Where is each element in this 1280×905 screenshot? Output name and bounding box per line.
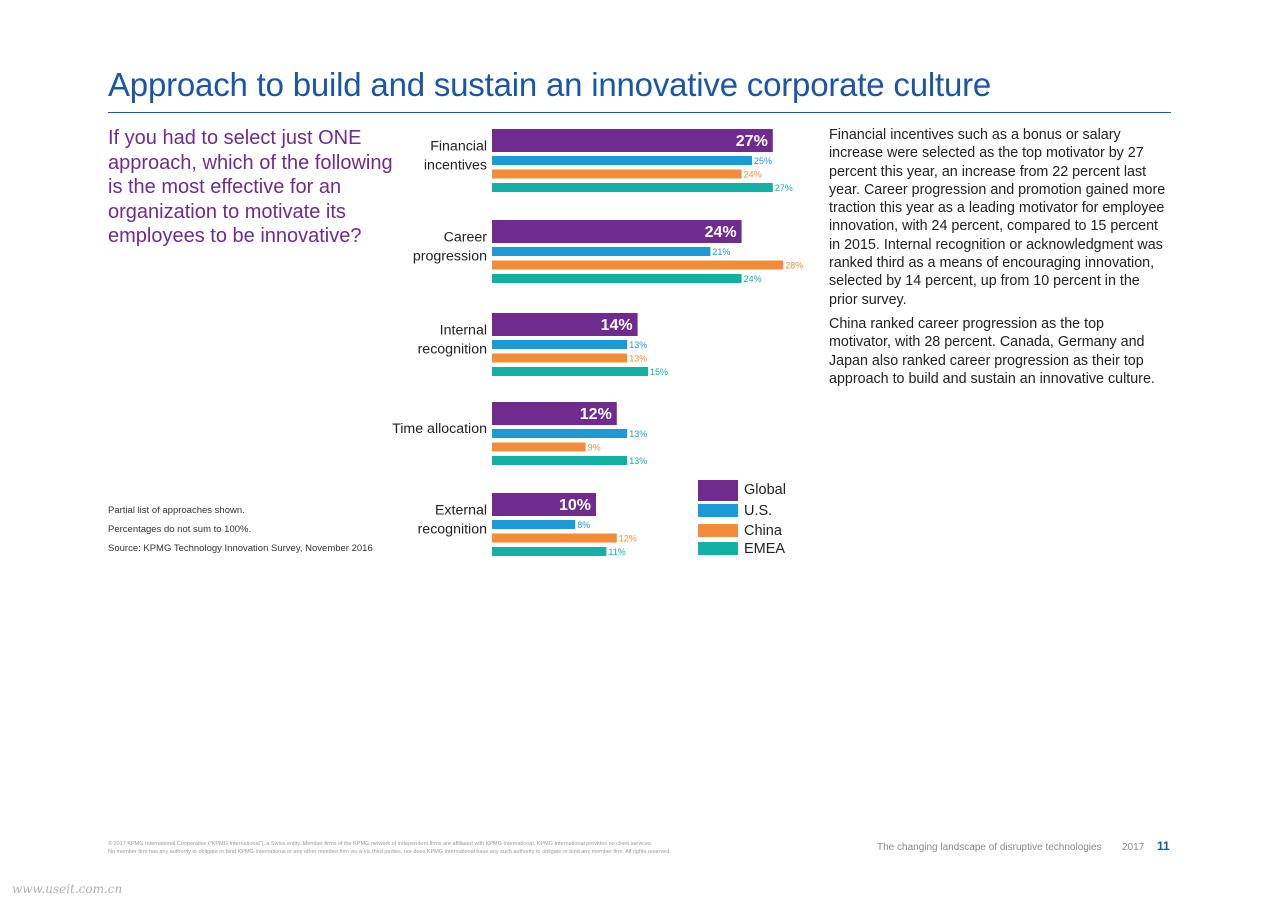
data-label-us: 13% xyxy=(629,340,647,350)
category-label: External recognition xyxy=(418,503,487,538)
bar-china xyxy=(492,260,784,270)
data-label-global: 24% xyxy=(705,224,737,241)
page-title: Approach to build and sustain an innovat… xyxy=(108,66,992,103)
data-label-global: 14% xyxy=(601,317,633,334)
data-label-global: 12% xyxy=(580,406,612,423)
bar-emea xyxy=(492,183,773,192)
footer-year: 2017 xyxy=(1122,842,1145,853)
bar-global xyxy=(492,220,742,243)
legend-swatch xyxy=(698,524,738,537)
bar-us xyxy=(492,429,628,438)
footer-legal-line-2: No member firm has any authority to obli… xyxy=(108,849,671,855)
bar-us xyxy=(492,247,711,256)
data-label-global: 27% xyxy=(736,133,768,150)
data-label-emea: 27% xyxy=(775,183,793,193)
data-label-us: 8% xyxy=(577,520,590,530)
commentary-paragraph-2: China ranked career progression as the t… xyxy=(829,315,1155,387)
bar-emea xyxy=(492,456,628,465)
page-number: 11 xyxy=(1157,839,1170,853)
legend-label: China xyxy=(744,523,782,539)
survey-question: If you had to select just ONE approach, … xyxy=(108,127,393,247)
data-label-us: 21% xyxy=(712,247,730,257)
bar-us xyxy=(492,520,576,529)
data-label-china: 24% xyxy=(744,170,762,180)
title-divider xyxy=(108,112,1171,113)
legend-label: U.S. xyxy=(744,503,773,519)
data-label-emea: 24% xyxy=(744,274,762,284)
chart-notes: Partial list of approaches shown. Percen… xyxy=(108,505,373,562)
bar-us xyxy=(492,156,752,165)
bar-global xyxy=(492,129,773,152)
data-label-china: 9% xyxy=(588,443,601,453)
legend-swatch xyxy=(698,542,738,555)
data-label-china: 12% xyxy=(619,534,637,544)
bar-global xyxy=(492,402,617,425)
data-label-emea: 15% xyxy=(650,367,668,377)
data-label-china: 28% xyxy=(785,261,803,271)
legend-swatch xyxy=(698,504,738,517)
legend-label: EMEA xyxy=(744,541,786,557)
bar-china xyxy=(492,442,586,452)
footer-report-title: The changing landscape of disruptive tec… xyxy=(877,842,1102,853)
data-label-us: 13% xyxy=(629,429,647,439)
note-partial-list: Partial list of approaches shown. xyxy=(108,505,245,516)
data-label-emea: 13% xyxy=(629,456,647,466)
bar-china xyxy=(492,353,628,363)
data-label-global: 10% xyxy=(559,497,591,514)
bar-global xyxy=(492,493,596,516)
legend-label: Global xyxy=(744,482,786,498)
bar-china xyxy=(492,533,617,543)
category-label: Career progression xyxy=(413,230,487,265)
bar-emea xyxy=(492,547,607,556)
bar-emea xyxy=(492,367,648,376)
data-label-emea: 11% xyxy=(608,547,625,557)
data-label-china: 13% xyxy=(629,354,647,364)
note-percentages: Percentages do not sum to 100%. xyxy=(108,524,252,535)
category-label: Internal recognition xyxy=(418,323,487,358)
category-label: Financial incentives xyxy=(424,139,487,174)
commentary: Financial incentives such as a bonus or … xyxy=(829,126,1169,394)
note-source: Source: KPMG Technology Innovation Surve… xyxy=(108,543,373,554)
footer-legal: © 2017 KPMG International Cooperative (“… xyxy=(108,840,828,856)
bar-global xyxy=(492,313,638,336)
footer-legal-line-1: © 2017 KPMG International Cooperative (“… xyxy=(108,841,653,847)
bar-us xyxy=(492,340,628,349)
commentary-paragraph-1: Financial incentives such as a bonus or … xyxy=(829,127,1166,308)
bar-emea xyxy=(492,274,742,283)
watermark: www.useit.com.cn xyxy=(12,882,123,896)
legend-swatch xyxy=(698,480,738,501)
data-label-us: 25% xyxy=(754,156,772,166)
bar-china xyxy=(492,169,742,179)
category-label: Time allocation xyxy=(392,421,487,437)
